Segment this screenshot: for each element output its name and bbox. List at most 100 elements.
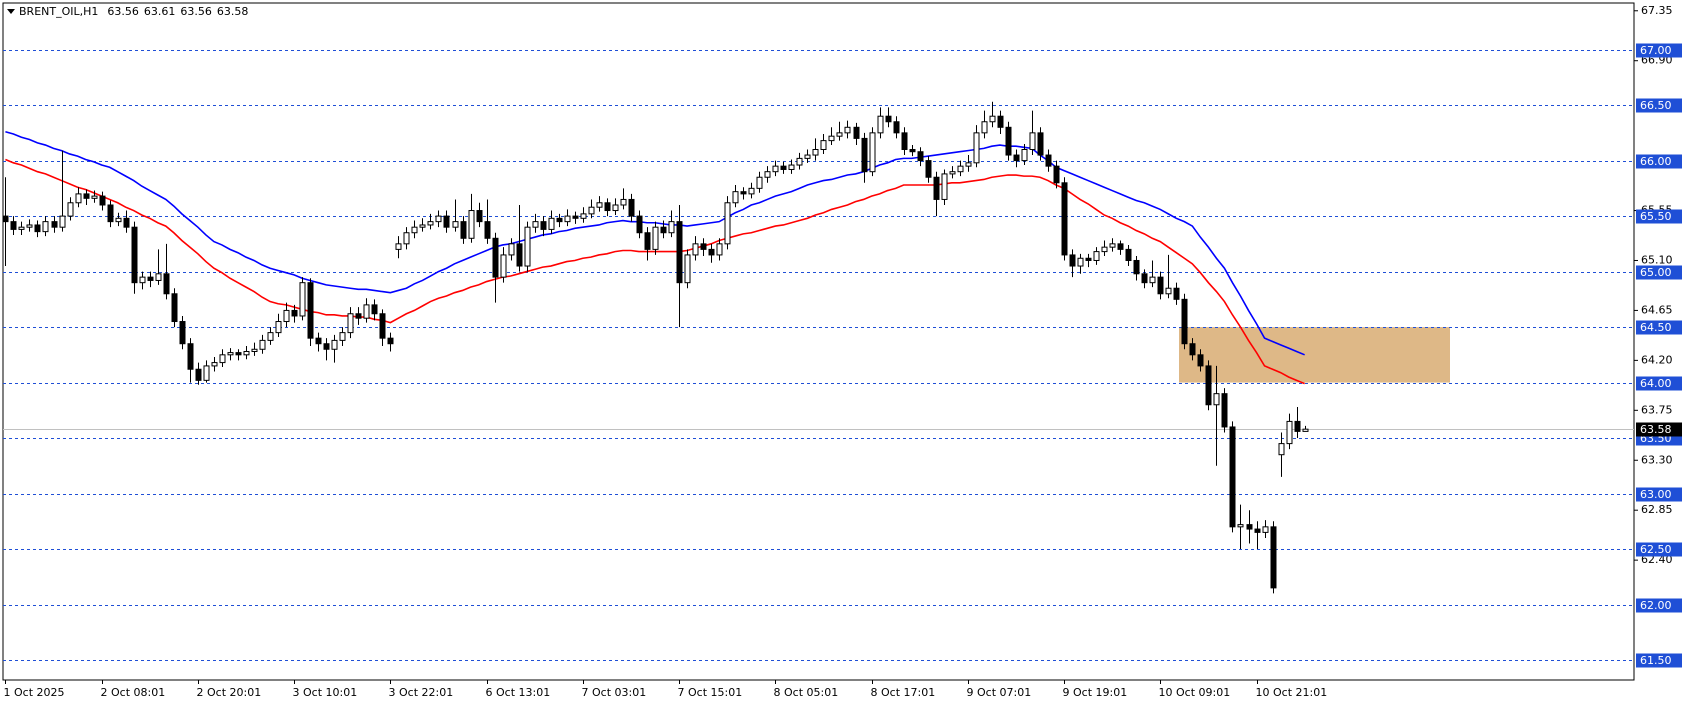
x-tick-label: 2 Oct 20:01 (197, 686, 262, 699)
candle-body (796, 157, 803, 166)
candle-body (411, 226, 418, 234)
y-tick-label: 64.20 (1641, 353, 1673, 366)
y-tick-label: 67.35 (1641, 4, 1673, 17)
x-tick-label: 8 Oct 17:01 (871, 686, 936, 699)
candle-body (548, 217, 555, 230)
candle-body (1045, 154, 1052, 167)
level-label: 66.00 (1640, 155, 1672, 168)
candle-body (299, 282, 306, 317)
candle-body (219, 354, 226, 364)
candle-body (307, 282, 314, 339)
candle-body (989, 115, 996, 123)
candle-body (452, 221, 459, 228)
x-tick-label: 2 Oct 08:01 (101, 686, 166, 699)
level-label-box (1636, 98, 1682, 113)
candle-body (42, 221, 49, 233)
level-label: 64.50 (1640, 321, 1672, 334)
candle-body (99, 195, 106, 206)
candle-body (1197, 354, 1204, 367)
candle-body (187, 343, 194, 370)
x-tick-label: 6 Oct 13:01 (486, 686, 551, 699)
candle-body (532, 221, 539, 228)
candle-body (893, 121, 900, 134)
candle-body (516, 243, 523, 267)
candle-body (957, 165, 964, 173)
candle-body (419, 224, 426, 228)
candle-body (492, 237, 499, 278)
candle-body (331, 339, 338, 350)
candle-body (708, 248, 715, 256)
candle-layer (2, 101, 1309, 594)
candle-body (636, 215, 643, 234)
candle-body (1117, 243, 1124, 250)
candle-body (363, 304, 370, 319)
candle-body (460, 221, 467, 239)
candle-body (267, 332, 274, 341)
level-label: 65.50 (1640, 210, 1672, 223)
candle-body (1181, 298, 1188, 345)
candle-body (243, 350, 250, 356)
plot-frame (2, 2, 1635, 681)
price-zone (1179, 327, 1450, 383)
candle-body (2, 215, 9, 223)
candle-body (379, 313, 386, 339)
candle-body (1053, 165, 1060, 184)
candle-body (949, 171, 956, 175)
candle-body (1294, 420, 1301, 432)
candle-body (1302, 428, 1309, 432)
candle-body (131, 226, 138, 284)
candle-body (227, 352, 234, 356)
candle-body (235, 352, 242, 356)
candle-body (291, 309, 298, 317)
level-label-box (1636, 376, 1682, 391)
level-label: 66.50 (1640, 99, 1672, 112)
low-value: 63.56 (180, 5, 212, 18)
candle-body (684, 254, 691, 284)
candle-body (668, 221, 675, 234)
candle-body (1037, 132, 1044, 156)
candle-body (692, 243, 699, 256)
candle-body (1213, 393, 1220, 406)
candle-body (34, 224, 41, 233)
menu-triangle[interactable] (7, 9, 15, 14)
candle-body (1021, 148, 1028, 162)
candle-body (1101, 246, 1108, 253)
candle-body (997, 115, 1004, 128)
candle-body (147, 276, 154, 281)
candle-body (123, 217, 130, 228)
candle-body (283, 309, 290, 323)
candle-body (676, 221, 683, 284)
candle-body (612, 204, 619, 212)
candle-body (59, 215, 66, 228)
candle-body (171, 293, 178, 323)
level-label-box (1636, 265, 1682, 280)
y-tick-label: 64.65 (1641, 303, 1673, 316)
y-tick-label: 62.85 (1641, 503, 1673, 516)
candle-body (764, 171, 771, 178)
candle-body (877, 115, 884, 134)
candle-body (435, 215, 442, 223)
y-tick-label: 63.75 (1641, 403, 1673, 416)
candle-body (275, 321, 282, 334)
candle-body (1286, 420, 1293, 445)
candle-body (155, 273, 162, 281)
candle-body (1085, 257, 1092, 261)
candle-body (1061, 182, 1068, 256)
candle-body (604, 202, 611, 212)
candle-body (139, 276, 146, 284)
level-label: 62.00 (1640, 599, 1672, 612)
candle-body (91, 195, 98, 199)
candle-body (716, 243, 723, 256)
level-label-box (1636, 320, 1682, 335)
candle-body (820, 140, 827, 150)
x-tick-label: 9 Oct 19:01 (1063, 686, 1128, 699)
candle-body (315, 337, 322, 345)
chart-header: BRENT_OIL,H1 63.56 63.61 63.56 63.58 (19, 5, 248, 18)
candle-body (925, 160, 932, 178)
price-label: 63.58 (1640, 423, 1672, 436)
candle-body (1189, 343, 1196, 356)
candle-body (26, 224, 33, 228)
level-label: 62.50 (1640, 543, 1672, 556)
candle-body (1077, 257, 1084, 267)
x-tick-label: 9 Oct 07:01 (967, 686, 1032, 699)
